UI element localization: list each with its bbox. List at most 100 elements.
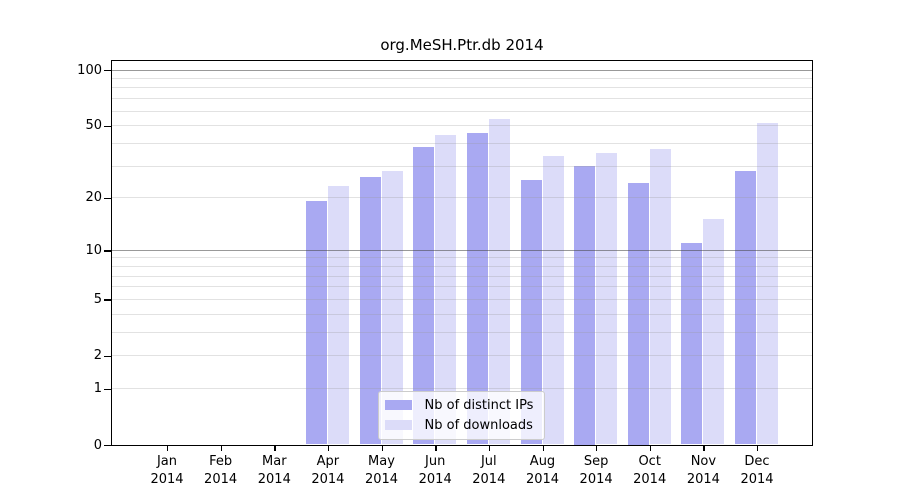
- x-tick-label-oct: Oct 2014: [623, 453, 677, 489]
- x-tick-mark-feb: [220, 445, 222, 451]
- gridline-2: [111, 355, 812, 357]
- y-tick-mark-50: [104, 125, 112, 127]
- x-tick-mark-jan: [167, 445, 169, 451]
- x-tick-label-jan: Jan 2014: [140, 453, 194, 489]
- bar-downloads-sep: [596, 153, 618, 445]
- bar-ips-jun: [413, 146, 435, 445]
- x-tick-label-may: May 2014: [355, 453, 409, 489]
- x-tick-year: 2014: [525, 472, 560, 487]
- y-tick-mark-100: [104, 70, 112, 72]
- x-tick-mark-aug: [542, 445, 544, 451]
- gridline-50: [111, 125, 812, 126]
- x-tick-label-jul: Jul 2014: [462, 453, 516, 489]
- bar-downloads-may: [381, 170, 403, 445]
- x-tick-year: 2014: [418, 472, 452, 487]
- y-tick-mark-1: [104, 388, 112, 391]
- legend: Nb of distinct IPs Nb of downloads: [377, 390, 546, 440]
- gridline-1: [111, 388, 812, 390]
- x-tick-month: Oct: [638, 454, 661, 469]
- x-tick-month: Jun: [425, 454, 446, 469]
- x-tick-label-feb: Feb 2014: [194, 453, 248, 489]
- legend-item-distinct-ips: Nb of distinct IPs: [384, 397, 534, 414]
- gridline-60: [111, 110, 812, 112]
- gridline-70: [111, 98, 812, 100]
- y-tick-label-20: 20: [85, 190, 102, 206]
- gridline-40: [111, 142, 812, 144]
- bar-downloads-aug: [542, 155, 564, 445]
- x-tick-month: Jan: [156, 454, 178, 469]
- x-tick-mark-sep: [596, 445, 598, 451]
- bar-ips-dec: [735, 170, 756, 445]
- gridline-80: [111, 87, 812, 89]
- x-tick-label-jun: Jun 2014: [408, 453, 462, 489]
- x-tick-mark-jun: [435, 445, 437, 451]
- gridline-8: [111, 266, 812, 267]
- x-tick-month: Aug: [529, 454, 556, 469]
- y-tick-label-1: 1: [93, 381, 102, 397]
- x-tick-year: 2014: [740, 472, 774, 487]
- x-tick-year: 2014: [257, 472, 291, 487]
- gridline-100: [111, 69, 812, 71]
- bar-ips-sep: [574, 165, 596, 445]
- bar-ips-may: [359, 176, 381, 445]
- x-tick-year: 2014: [311, 472, 345, 487]
- gridline-9: [111, 257, 812, 259]
- y-tick-label-50: 50: [85, 118, 102, 133]
- gridline-6: [111, 286, 812, 288]
- bar-downloads-nov: [703, 219, 725, 445]
- y-tick-label-2: 2: [93, 348, 102, 364]
- bar-downloads-apr: [327, 186, 349, 445]
- x-tick-year: 2014: [579, 472, 613, 487]
- gridline-4: [111, 313, 812, 315]
- chart-title: org.MeSH.Ptr.db 2014: [380, 36, 544, 54]
- x-tick-mark-oct: [649, 445, 652, 451]
- x-tick-mark-apr: [327, 445, 330, 451]
- gridline-7: [111, 275, 812, 277]
- y-tick-mark-5: [104, 299, 112, 301]
- x-tick-month: Jul: [480, 454, 497, 469]
- x-tick-mark-jul: [488, 445, 491, 451]
- x-tick-year: 2014: [472, 472, 506, 487]
- legend-label-distinct-ips: Nb of distinct IPs: [424, 397, 534, 413]
- y-tick-mark-0: [104, 445, 112, 447]
- x-tick-month: Mar: [262, 454, 287, 469]
- x-tick-year: 2014: [686, 472, 720, 487]
- y-tick-mark-2: [104, 355, 112, 358]
- legend-swatch-downloads: [384, 420, 412, 430]
- bar-ips-nov: [681, 242, 703, 445]
- x-tick-mark-mar: [274, 445, 276, 451]
- x-tick-label-aug: Aug 2014: [516, 453, 570, 489]
- x-tick-year: 2014: [364, 472, 399, 487]
- x-tick-month: Apr: [316, 454, 340, 469]
- y-tick-mark-20: [104, 197, 112, 199]
- x-tick-month: Dec: [744, 454, 770, 469]
- x-tick-year: 2014: [204, 472, 238, 487]
- x-tick-year: 2014: [633, 472, 667, 487]
- y-tick-label-10: 10: [85, 242, 102, 258]
- bar-downloads-dec: [757, 123, 778, 445]
- legend-item-downloads: Nb of downloads: [384, 417, 534, 434]
- x-tick-month: Feb: [209, 454, 233, 469]
- x-tick-year: 2014: [150, 472, 184, 487]
- y-tick-label-5: 5: [93, 291, 102, 307]
- y-tick-label-100: 100: [77, 62, 102, 78]
- x-tick-label-sep: Sep 2014: [569, 453, 623, 489]
- x-tick-label-dec: Dec 2014: [730, 453, 784, 489]
- x-tick-mark-nov: [703, 445, 705, 451]
- legend-label-downloads: Nb of downloads: [424, 417, 533, 433]
- bar-downloads-oct: [649, 148, 671, 445]
- bar-downloads-jun: [435, 135, 457, 445]
- gridline-30: [111, 165, 812, 167]
- x-tick-mark-may: [381, 445, 383, 451]
- x-tick-label-mar: Mar 2014: [247, 453, 301, 489]
- bar-ips-apr: [305, 201, 327, 445]
- bar-ips-oct: [627, 183, 649, 445]
- gridline-90: [111, 78, 812, 79]
- x-tick-label-apr: Apr 2014: [301, 453, 355, 489]
- bar-ips-jul: [466, 133, 488, 445]
- plot-area: Nb of distinct IPs Nb of downloads: [110, 59, 813, 446]
- gridline-5: [111, 298, 812, 300]
- x-tick-label-nov: Nov 2014: [676, 453, 730, 489]
- gridline-3: [111, 331, 812, 333]
